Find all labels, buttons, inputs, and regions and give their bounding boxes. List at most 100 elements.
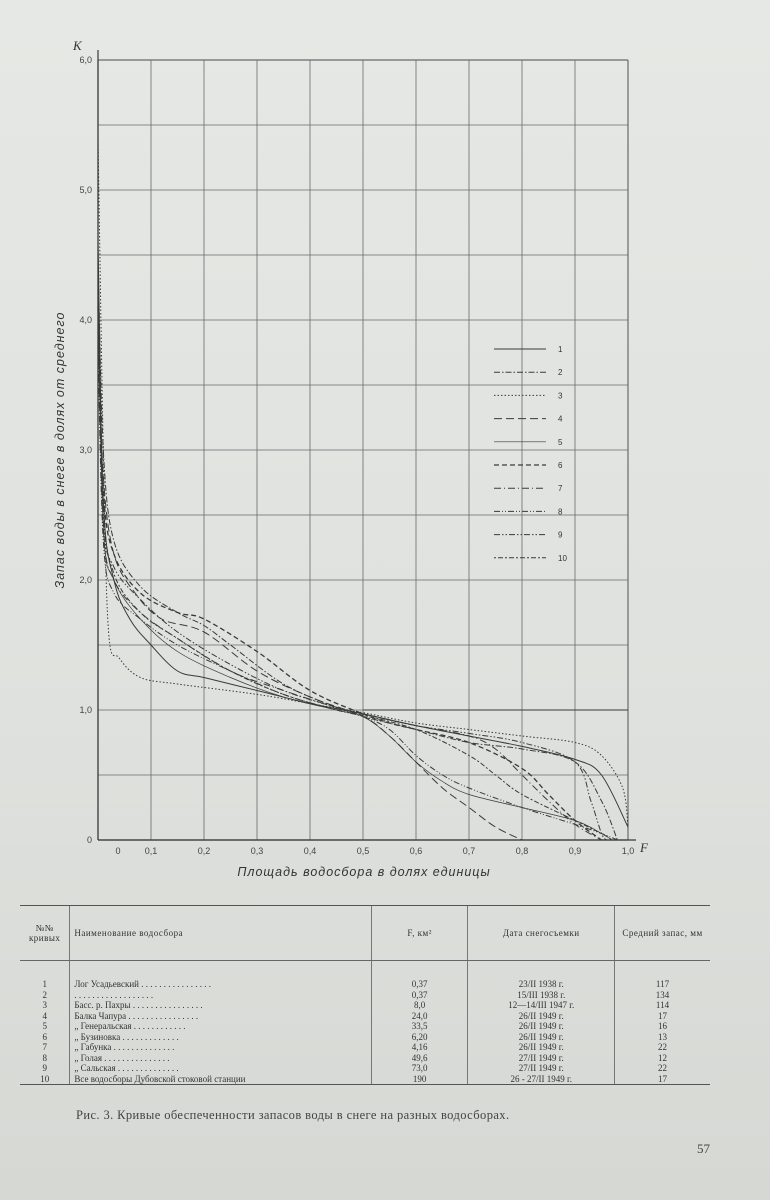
cell-curve-number: 8 (42, 1052, 47, 1063)
chart-tick-labels: 0 0,1 0,2 0,3 0,4 0,5 0,6 0,7 0,8 0,9 1,0 0 1,0 2,0 3,… (79, 55, 634, 856)
cell-survey-date: 12—14/III 1947 г. (467, 1000, 615, 1011)
series-line-1 (97, 241, 629, 828)
x-tick-label: 0,1 (145, 846, 158, 856)
table-row: 5 „ Генеральская . . . . . . . . . . . .… (20, 1021, 710, 1032)
cell-mean-storage: 22 (614, 1063, 710, 1074)
y-axis-label: Запас воды в снеге в долях от среднего (53, 312, 67, 589)
series-line-6 (97, 306, 602, 841)
cell-mean-storage: 13 (614, 1031, 710, 1042)
figure-caption: Рис. 3. Кривые обеспеченности запасов во… (76, 1108, 510, 1122)
legend-label: 8 (558, 507, 563, 516)
table-row: 6 „ Бузиновка . . . . . . . . . . . . .6… (20, 1031, 710, 1042)
header-survey-date: Дата снегосъемки (467, 905, 615, 961)
x-axis-label: Площадь водосбора в долях единицы (237, 865, 490, 879)
cell-curve-number: 9 (42, 1063, 47, 1073)
cell-curve-number: 6 (42, 1031, 47, 1042)
x-tick-label: 0,6 (410, 846, 423, 856)
cell-catchment-name: „ Габунка . . . . . . . . . . . . . . (69, 1042, 372, 1053)
x-tick-label: 0,4 (304, 846, 317, 856)
cell-mean-storage: 12 (614, 1052, 710, 1063)
cell-catchment-name: Все водосборы Дубовской стоковой станции (69, 1073, 372, 1085)
x-tick-label: 0,8 (516, 846, 529, 856)
cell-area: 49,6 (370, 1052, 468, 1063)
cell-mean-storage: 117 (614, 960, 710, 990)
cell-mean-storage: 114 (614, 1000, 710, 1011)
cell-survey-date: 26/II 1949 г. (467, 1031, 615, 1042)
cell-survey-date: 27/II 1949 г. (467, 1052, 615, 1063)
cell-mean-storage: 22 (614, 1042, 710, 1053)
legend-label: 7 (558, 484, 563, 493)
series-line-5 (97, 293, 613, 841)
cell-survey-date: 26/II 1949 г. (467, 1021, 615, 1032)
series-line-7 (97, 332, 602, 841)
supply-curves-chart: 0 0,1 0,2 0,3 0,4 0,5 0,6 0,7 0,8 0,9 1,0 0 1,0 2,0 3,… (53, 38, 649, 879)
cell-curve-number: 3 (42, 1000, 47, 1010)
header-catchment-name: Наименование водосбора (69, 905, 372, 961)
y-tick-label: 4,0 (79, 315, 92, 325)
legend-label: 2 (558, 368, 563, 377)
cell-curve-number: 4 (42, 1010, 47, 1021)
cell-catchment-name: „ Сальская . . . . . . . . . . . . . . (69, 1063, 372, 1074)
table-header-row: №№ кривых Наименование водосбора F, км² … (20, 905, 710, 961)
x-tick-label: 0 (115, 846, 120, 856)
x-tick-label: 0,3 (251, 846, 264, 856)
cell-area: 6,20 (370, 1031, 468, 1042)
y-tick-label: 2,0 (79, 575, 92, 585)
series-line-8 (97, 345, 618, 841)
y-tick-label: 6,0 (79, 55, 92, 65)
page-number: 57 (697, 1141, 710, 1156)
series-line-9 (97, 280, 608, 841)
chart-grid (97, 59, 629, 841)
x-tick-label: 0,9 (569, 846, 582, 856)
series-line-2 (97, 254, 618, 841)
chart-legend: 1 2 3 4 5 6 7 8 9 10 (494, 345, 567, 563)
cell-survey-date: 26/II 1949 г. (467, 1010, 615, 1021)
cell-curve-number: 2 (42, 989, 47, 1000)
y-tick-label: 1,0 (79, 705, 92, 715)
table-row: 4 Балка Чапура . . . . . . . . . . . . . … (20, 1010, 710, 1021)
header-area: F, км² (370, 905, 468, 961)
cell-survey-date: 27/II 1949 г. (467, 1063, 615, 1074)
x-tick-label: 0,2 (198, 846, 211, 856)
catchments-table-wrapper: №№ кривых Наименование водосбора F, км² … (20, 905, 710, 1100)
series-line-10 (97, 267, 613, 841)
cell-area: 190 (370, 1073, 468, 1085)
cell-curve-number: 1 (42, 979, 47, 989)
cell-survey-date: 23/II 1938 г. (467, 960, 615, 990)
y-axis-letter: K (72, 38, 83, 53)
catchments-table: №№ кривых Наименование водосбора F, км² … (20, 905, 710, 1085)
legend-label: 6 (558, 461, 563, 470)
cell-survey-date: 26 - 27/II 1949 г. (467, 1073, 615, 1085)
legend-label: 9 (558, 531, 563, 540)
cell-catchment-name: Лог Усадьевский . . . . . . . . . . . . … (69, 960, 372, 990)
cell-area: 4,16 (370, 1042, 468, 1053)
chart-series (97, 137, 629, 841)
cell-mean-storage: 16 (614, 1021, 710, 1032)
cell-curve-number: 5 (42, 1021, 47, 1031)
cell-area: 24,0 (370, 1010, 468, 1021)
cell-survey-date: 26/II 1949 г. (467, 1042, 615, 1053)
cell-mean-storage: 134 (614, 989, 710, 1000)
y-tick-label: 3,0 (79, 445, 92, 455)
x-tick-label: 1,0 (622, 846, 635, 856)
legend-label: 3 (558, 391, 563, 400)
cell-area: 0,37 (370, 989, 468, 1000)
legend-label: 1 (558, 345, 563, 354)
cell-catchment-name: Басс. р. Пахры . . . . . . . . . . . . .… (69, 1000, 372, 1011)
cell-catchment-name: „ Генеральская . . . . . . . . . . . . (69, 1021, 372, 1032)
header-curve-number: №№ кривых (20, 905, 70, 961)
cell-mean-storage: 17 (614, 1010, 710, 1021)
x-tick-label: 0,5 (357, 846, 370, 856)
cell-catchment-name: „ Голая . . . . . . . . . . . . . . . (69, 1052, 372, 1063)
table-row: 9 „ Сальская . . . . . . . . . . . . . .… (20, 1063, 710, 1074)
legend-label: 10 (558, 554, 567, 563)
cell-curve-number: 7 (42, 1042, 47, 1052)
chart-axes (97, 50, 636, 841)
y-tick-label: 5,0 (79, 185, 92, 195)
series-line-4 (97, 319, 523, 841)
cell-area: 8,0 (370, 1000, 468, 1011)
cell-survey-date: 15/III 1938 г. (467, 989, 615, 1000)
cell-mean-storage: 17 (614, 1073, 710, 1085)
table-row: 3 Басс. р. Пахры . . . . . . . . . . . . … (20, 1000, 710, 1011)
